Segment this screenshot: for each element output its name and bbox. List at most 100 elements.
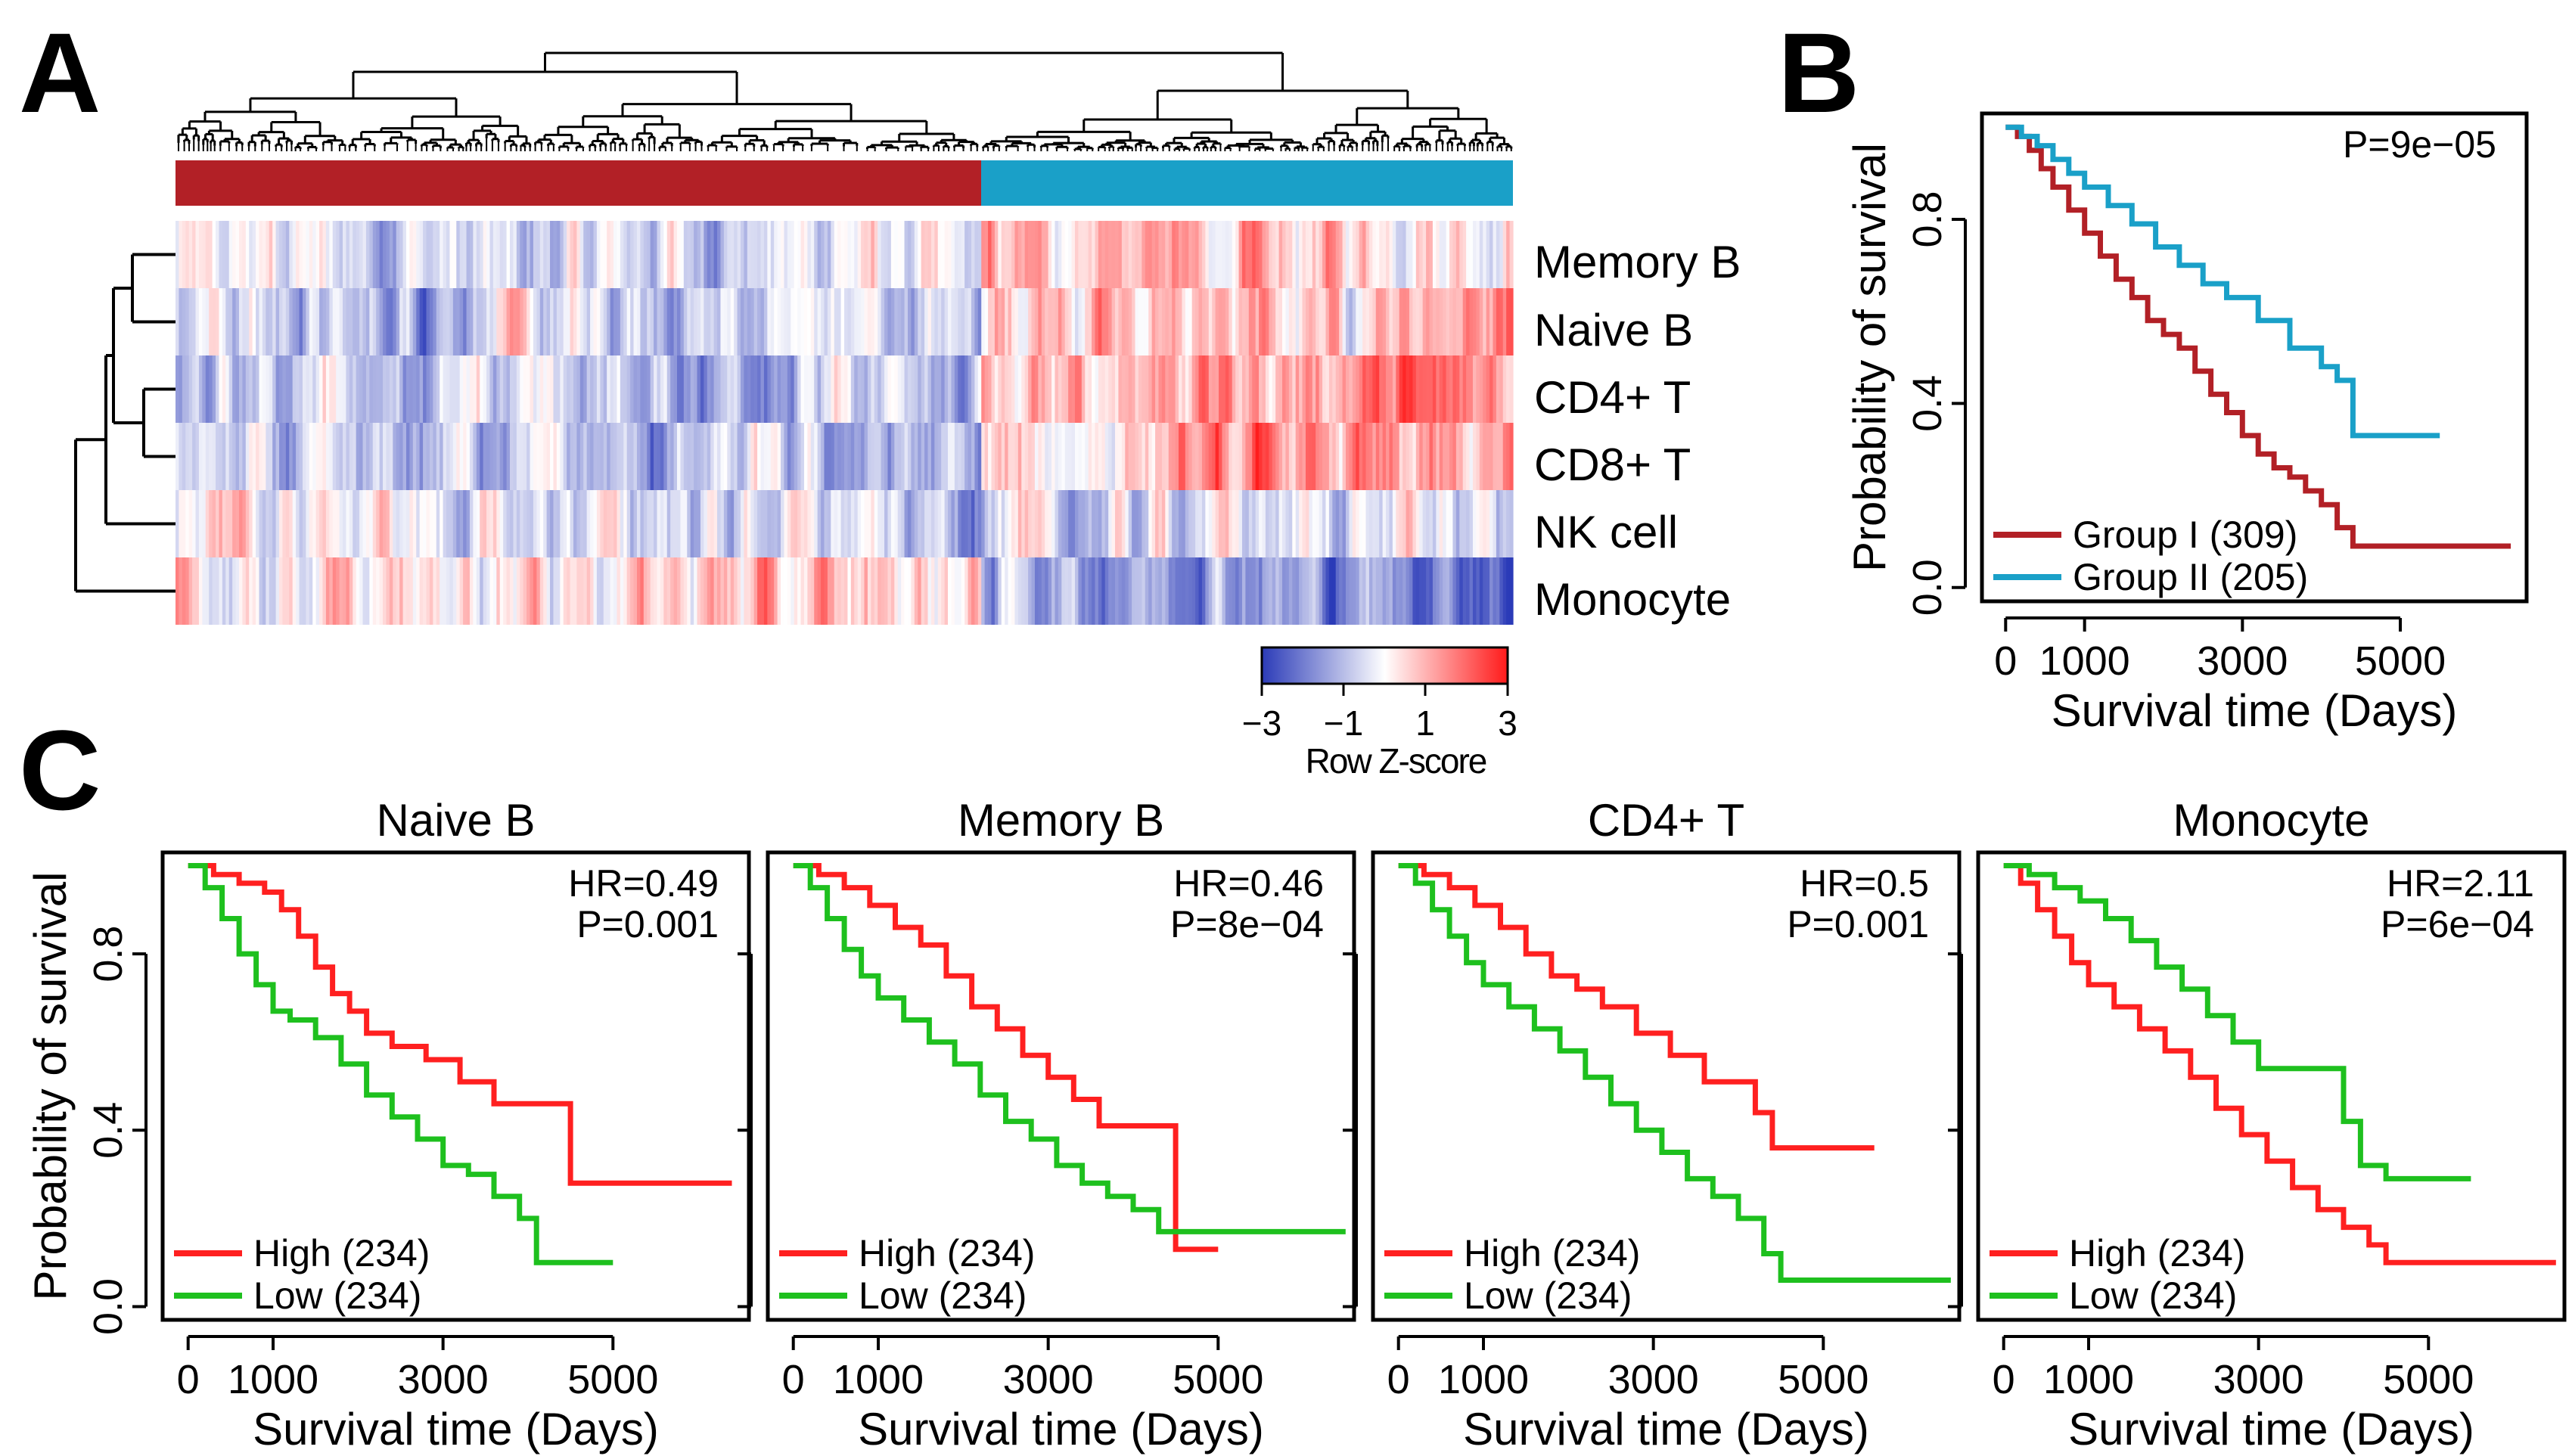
heatmap-cell: [489, 490, 494, 557]
heatmap-cell: [663, 288, 668, 355]
heatmap-cell: [1493, 490, 1497, 557]
heatmap-cell: [596, 423, 601, 490]
heatmap-cell: [1175, 355, 1179, 423]
heatmap-cell: [994, 557, 999, 625]
heatmap-cell: [379, 355, 384, 423]
heatmap-cell: [275, 557, 280, 625]
heatmap-cell: [1045, 221, 1049, 288]
heatmap-cell: [968, 288, 972, 355]
heatmap-cell: [1008, 490, 1012, 557]
plot-c1-y-tick-label: 0.8: [85, 926, 131, 983]
heatmap-cell: [550, 355, 554, 423]
heatmap-cell: [1486, 355, 1490, 423]
heatmap-cell: [697, 355, 701, 423]
heatmap-cell: [513, 557, 517, 625]
heatmap-cell: [176, 423, 180, 490]
heatmap-cell: [864, 490, 868, 557]
heatmap-cell: [666, 557, 671, 625]
heatmap-cell: [1145, 423, 1149, 490]
heatmap-cell: [1269, 423, 1273, 490]
heatmap-cell: [1335, 288, 1340, 355]
heatmap-cell: [198, 490, 203, 557]
heatmap-cell: [1068, 423, 1073, 490]
heatmap-cell: [402, 557, 407, 625]
heatmap-cell: [1041, 423, 1045, 490]
heatmap-cell: [1051, 490, 1056, 557]
heatmap-cell: [1212, 288, 1216, 355]
heatmap-cell: [800, 221, 805, 288]
heatmap-cell: [476, 423, 480, 490]
heatmap-cell: [914, 221, 918, 288]
heatmap-cell: [1302, 288, 1306, 355]
heatmap-cell: [887, 288, 892, 355]
heatmap-cell: [440, 423, 444, 490]
heatmap-cell: [510, 557, 514, 625]
heatmap-cell: [1095, 355, 1099, 423]
heatmap-cell: [266, 557, 270, 625]
heatmap-cell: [1014, 355, 1019, 423]
heatmap-cell: [523, 423, 527, 490]
heatmap-cell: [446, 355, 451, 423]
heatmap-cell: [998, 557, 1002, 625]
heatmap-cell: [1335, 423, 1340, 490]
heatmap-cell: [607, 423, 611, 490]
heatmap-cell: [1172, 423, 1176, 490]
heatmap-cell: [553, 557, 558, 625]
heatmap-cell: [579, 288, 584, 355]
heatmap-cell: [1085, 423, 1089, 490]
heatmap-cell: [1406, 423, 1410, 490]
heatmap-cell: [576, 221, 581, 288]
heatmap-cell: [694, 423, 698, 490]
heatmap-cell: [1305, 557, 1309, 625]
heatmap-cell: [560, 288, 564, 355]
heatmap-cell: [1252, 221, 1256, 288]
plot-c2-x-tick-label: 5000: [1173, 1357, 1263, 1402]
heatmap-cell: [1375, 288, 1380, 355]
heatmap-cell: [225, 288, 230, 355]
heatmap-cell: [235, 423, 240, 490]
heatmap-cell: [579, 221, 584, 288]
heatmap-cell: [356, 557, 360, 625]
heatmap-cell: [499, 288, 504, 355]
heatmap-cell: [483, 355, 487, 423]
heatmap-cell: [954, 288, 958, 355]
heatmap-cells: [176, 221, 1514, 625]
heatmap-cell: [1292, 288, 1297, 355]
heatmap-cell: [249, 355, 253, 423]
heatmap-cell: [814, 423, 819, 490]
heatmap-cell: [473, 288, 477, 355]
heatmap-cell: [319, 490, 324, 557]
heatmap-cell: [633, 423, 638, 490]
heatmap-cell: [647, 355, 651, 423]
heatmap-cell: [1502, 355, 1507, 423]
heatmap-cell: [520, 557, 524, 625]
heatmap-cell: [1201, 355, 1206, 423]
heatmap-cell: [473, 490, 477, 557]
heatmap-cell: [1064, 288, 1069, 355]
heatmap-cell: [383, 355, 387, 423]
heatmap-cell: [994, 288, 999, 355]
heatmap-cell: [1389, 355, 1393, 423]
heatmap-cell: [1058, 423, 1062, 490]
heatmap-cell: [1412, 423, 1417, 490]
heatmap-cell: [449, 557, 454, 625]
heatmap-cell: [757, 557, 762, 625]
heatmap-cell: [814, 288, 819, 355]
plot-c1-annotation: P=0.001: [576, 903, 719, 945]
heatmap-cell: [1396, 490, 1400, 557]
heatmap-cell: [1085, 355, 1089, 423]
heatmap-cell: [643, 423, 648, 490]
heatmap-cell: [630, 490, 635, 557]
heatmap-cell: [1312, 557, 1316, 625]
heatmap-cell: [1125, 557, 1129, 625]
heatmap-cell: [1476, 423, 1480, 490]
heatmap-cell: [1182, 288, 1186, 355]
heatmap-cell: [1462, 557, 1467, 625]
heatmap-cell: [1205, 221, 1210, 288]
heatmap-cell: [530, 355, 534, 423]
heatmap-cell: [1179, 355, 1183, 423]
heatmap-cell: [1024, 490, 1029, 557]
heatmap-cell: [399, 557, 404, 625]
heatmap-cell: [353, 423, 357, 490]
heatmap-cell: [205, 490, 210, 557]
